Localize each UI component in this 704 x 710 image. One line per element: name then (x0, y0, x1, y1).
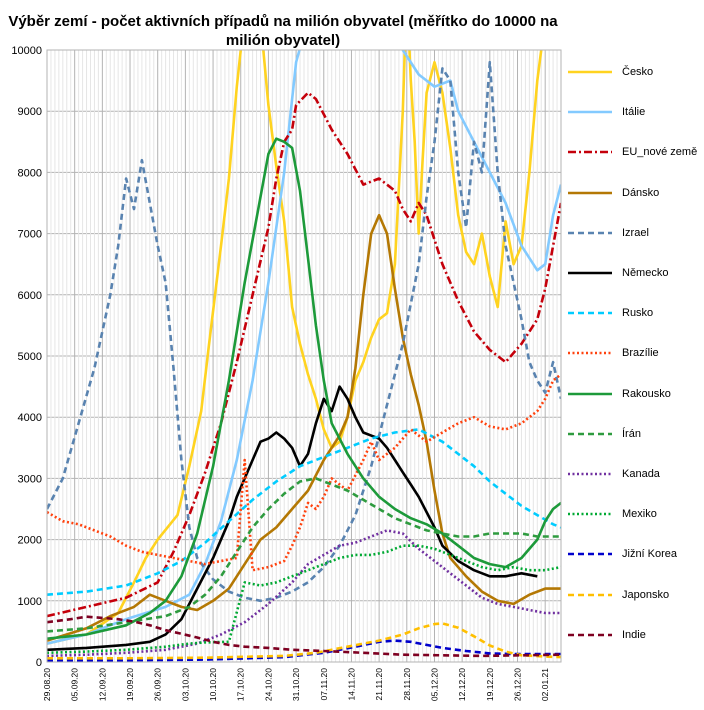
legend-item: Kanada (566, 464, 660, 484)
legend-label: Írán (622, 427, 641, 440)
series-line-Dánsko (47, 213, 561, 642)
x-tick-label: 19.12.20 (485, 668, 495, 701)
legend-label: Česko (622, 66, 654, 78)
legend-label: EU_nové země (622, 146, 698, 159)
x-tick-label: 03.10.20 (180, 668, 190, 701)
legend-item: Indie (566, 625, 646, 645)
series-line-Itálie (47, 50, 561, 645)
x-tick-label: 02.01.21 (540, 668, 550, 701)
legend-swatch (568, 110, 612, 114)
legend-item: Rusko (566, 303, 653, 323)
x-tick-label: 05.09.20 (70, 668, 80, 701)
x-tick-label: 21.11.20 (374, 668, 384, 701)
y-tick-label: 9000 (18, 106, 42, 118)
line-chart: 0 1000 2000 3000 4000 5000 6000 7000 8000 9000 100… (11, 45, 562, 701)
legend-item: EU_nové země (566, 142, 697, 162)
y-tick-label: 0 (36, 657, 42, 669)
legend-label: Indie (622, 628, 646, 641)
legend-swatch (568, 311, 612, 315)
legend-label: Rusko (622, 307, 654, 320)
x-tick-label: 05.12.20 (429, 668, 439, 701)
series-line-Rusko (47, 428, 561, 596)
legend-item: Česko (566, 62, 653, 82)
y-tick-label: 8000 (18, 167, 42, 179)
legend-swatch (568, 151, 612, 154)
x-tick-label: 24.10.20 (263, 668, 273, 701)
x-tick-label: 17.10.20 (236, 668, 246, 701)
series-line-Brazílie (47, 373, 561, 572)
y-tick-label: 10000 (11, 45, 42, 57)
x-tick-label: 19.09.20 (125, 668, 135, 701)
y-tick-label: 1000 (18, 596, 42, 608)
y-axis: 0 1000 2000 3000 4000 5000 6000 7000 8000 9000 100… (11, 45, 42, 669)
y-tick-label: 6000 (18, 290, 42, 302)
x-tick-label: 12.12.20 (457, 668, 467, 701)
series-lines (47, 50, 561, 662)
x-axis: 29.08.20 05.09.20 12.09.20 19.09.20 26.09.20… (42, 668, 550, 701)
series-line-Írán (47, 477, 561, 633)
plot-area-border (46, 49, 562, 663)
series-line-Japonsko (47, 622, 561, 660)
series-line-Indie (47, 615, 561, 658)
legend-swatch (568, 553, 612, 556)
x-tick-label: 07.11.20 (319, 668, 329, 701)
legend-item: Mexiko (566, 504, 657, 524)
legend-label: Dánsko (622, 186, 660, 199)
legend-item: Írán (566, 424, 641, 444)
x-tick-label: 12.09.20 (97, 668, 107, 701)
y-tick-label: 5000 (18, 351, 42, 363)
legend-label: Izrael (622, 226, 649, 239)
series-line-Mexiko (47, 544, 561, 655)
legend-swatch (568, 432, 612, 436)
x-tick-label: 10.10.20 (208, 668, 218, 701)
legend-item: Brazílie (566, 343, 659, 363)
y-tick-label: 3000 (18, 473, 42, 485)
legend-swatch (568, 512, 612, 516)
legend-swatch (568, 472, 612, 476)
legend-label: Mexiko (622, 508, 657, 521)
legend-swatch (568, 392, 612, 395)
legend-swatch (568, 70, 612, 74)
x-tick-label: 31.10.20 (291, 668, 301, 701)
legend-item: Izrael (566, 223, 649, 243)
legend-item: Jižní Korea (566, 544, 677, 564)
legend-swatch (568, 633, 612, 637)
series-line-Česko (47, 50, 543, 645)
legend-item: Rakousko (566, 384, 671, 404)
x-tick-label: 29.08.20 (42, 668, 52, 701)
legend-swatch (568, 352, 612, 355)
legend-label: Japonsko (622, 588, 670, 601)
legend-label: Jižní Korea (622, 548, 678, 561)
chart-title: Výběr zemí - počet aktivních případů na … (8, 13, 558, 49)
legend-swatch (568, 231, 612, 235)
legend-item: Itálie (566, 102, 645, 122)
y-tick-label: 2000 (18, 535, 42, 547)
x-tick-label: 26.12.20 (513, 668, 523, 701)
series-line-EU_nové země (47, 91, 561, 618)
legend-item: Japonsko (566, 585, 669, 605)
legend-label: Brazílie (622, 347, 659, 360)
legend-swatch (568, 271, 612, 275)
x-tick-label: 28.11.20 (402, 668, 412, 701)
legend-swatch (568, 191, 612, 194)
legend-swatch (568, 593, 612, 596)
legend-label: Itálie (622, 106, 646, 119)
legend-label: Kanada (622, 468, 660, 480)
series-line-Rakousko (47, 137, 561, 640)
y-tick-label: 4000 (18, 412, 42, 424)
legend-item: Dánsko (566, 183, 659, 203)
legend-label: Rakousko (622, 387, 671, 400)
legend-label: Německo (622, 267, 669, 279)
x-tick-label: 14.11.20 (346, 668, 356, 701)
y-tick-label: 7000 (18, 229, 42, 241)
x-tick-label: 26.09.20 (153, 668, 163, 701)
series-line-Izrael (47, 60, 561, 603)
legend-item: Německo (566, 263, 668, 283)
